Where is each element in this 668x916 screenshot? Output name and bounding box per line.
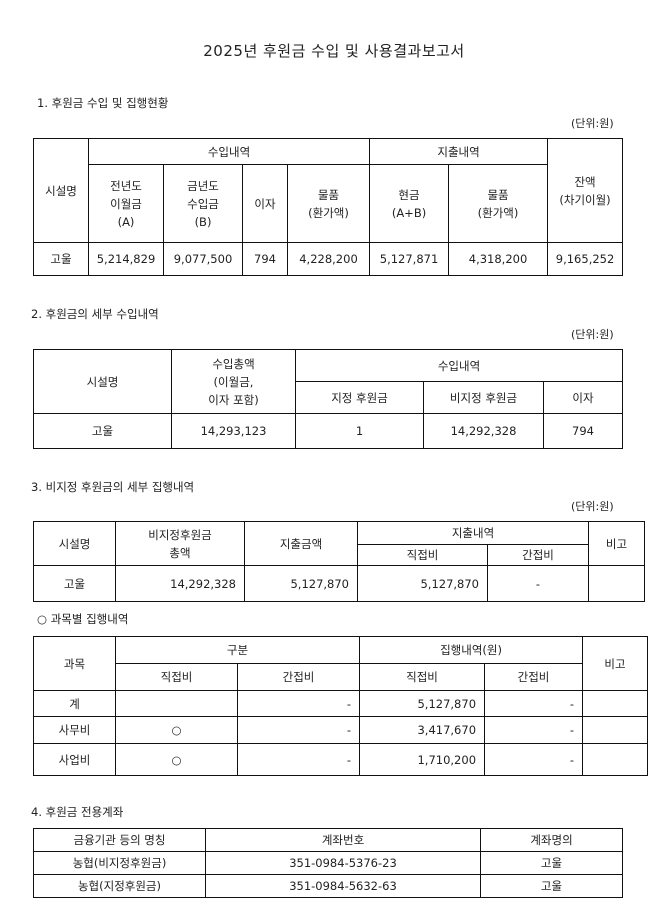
cell-account-holder: 고울 (480, 874, 623, 898)
table-row: 농협(비지정후원금) 351-0984-5376-23 고울 (33, 851, 623, 875)
header-balance: 잔액 (차기이월) (547, 138, 624, 243)
header-income-group: 수입내역 (87, 138, 371, 165)
header-designated: 지정 후원금 (295, 381, 424, 414)
header-expense-amount: 지출금액 (244, 521, 358, 566)
section1-unit: (단위:원) (571, 117, 614, 130)
cell-goods-expense: 4,318,200 (448, 242, 549, 276)
header-expense-group: 지출내역 (356, 521, 590, 545)
header-expense-group: 지출내역 (369, 138, 549, 165)
table-row: 농협(지정후원금) 351-0984-5632-63 고울 (33, 874, 623, 898)
cell-cat-indirect: - (236, 743, 361, 776)
cell-expense-amount: 5,127,870 (244, 565, 358, 602)
account-table: 금융기관 등의 명칭 계좌번호 계좌명의 농협(비지정후원금) 351-0984… (33, 828, 623, 898)
header-item: 과목 (33, 636, 116, 691)
cell-exec-indirect: - (484, 716, 584, 744)
header-prev-carryover: 전년도 이월금 (A) (88, 164, 164, 243)
cell-interest: 794 (543, 413, 623, 449)
header-account-holder: 계좌명의 (480, 828, 623, 852)
cell-indirect: - (486, 565, 590, 602)
header-note: 비고 (582, 636, 649, 691)
header-execution-group: 집행내역(원) (359, 636, 584, 664)
header-cat-indirect: 간접비 (236, 663, 361, 691)
page-title: 2025년 후원금 수입 및 사용결과보고서 (203, 42, 465, 60)
cell-balance: 9,165,252 (547, 242, 624, 276)
header-current-income: 금년도 수입금 (B) (163, 164, 243, 243)
cell-exec-direct: 5,127,870 (359, 690, 486, 717)
cell-non-designated: 14,292,328 (423, 413, 544, 449)
header-non-designated: 비지정 후원금 (423, 381, 544, 414)
cell-facility: 고울 (33, 242, 89, 276)
cell-prev-carryover: 5,214,829 (88, 242, 164, 276)
cell-cash: 5,127,871 (369, 242, 450, 276)
cell-total: 14,292,328 (115, 565, 245, 602)
section3-heading: 3. 비지정 후원금의 세부 집행내역 (31, 480, 195, 494)
cell-designated: 1 (295, 413, 424, 449)
cell-note (582, 690, 649, 717)
table-row: 계 - 5,127,870 - (33, 690, 649, 717)
header-income-group: 수입내역 (295, 349, 623, 382)
section2-heading: 2. 후원금의 세부 수입내역 (31, 307, 159, 321)
header-facility: 시설명 (33, 349, 172, 414)
table-row: 고울 14,293,123 1 14,292,328 794 (33, 413, 623, 449)
cell-account-holder: 고울 (480, 851, 623, 875)
subsection-heading: ○ 과목별 집행내역 (37, 612, 129, 626)
header-exec-direct: 직접비 (359, 663, 486, 691)
cell-total: 14,293,123 (171, 413, 296, 449)
income-detail-table: 시설명 수입총액 (이월금, 이자 포함) 수입내역 지정 후원금 비지정 후원… (33, 349, 623, 449)
item-execution-table: 과목 구분 집행내역(원) 비고 직접비 간접비 직접비 간접비 계 - 5,1… (33, 636, 649, 776)
header-goods-expense: 물품 (환가액) (448, 164, 549, 243)
header-indirect: 간접비 (486, 544, 590, 566)
header-exec-indirect: 간접비 (484, 663, 584, 691)
header-note: 비고 (588, 521, 646, 566)
header-direct: 직접비 (357, 544, 488, 566)
section4-heading: 4. 후원금 전용계좌 (31, 805, 124, 819)
cell-institution: 농협(비지정후원금) (33, 851, 206, 875)
cell-exec-direct: 3,417,670 (359, 716, 486, 744)
cell-exec-direct: 1,710,200 (359, 743, 486, 776)
header-interest: 이자 (543, 381, 623, 414)
cell-note (582, 743, 649, 776)
cell-cat-indirect: - (236, 716, 361, 744)
cell-cat-indirect: - (236, 690, 361, 717)
header-interest: 이자 (242, 164, 288, 243)
cell-account-number: 351-0984-5376-23 (205, 851, 481, 875)
cell-facility: 고울 (33, 565, 116, 602)
table-row: 사업비 ○ - 1,710,200 - (33, 743, 649, 776)
cell-item: 사업비 (33, 743, 116, 776)
cell-note (582, 716, 649, 744)
header-total: 수입총액 (이월금, 이자 포함) (171, 349, 296, 414)
cell-exec-indirect: - (484, 690, 584, 717)
cell-account-number: 351-0984-5632-63 (205, 874, 481, 898)
header-facility: 시설명 (33, 138, 89, 243)
header-category-group: 구분 (114, 636, 361, 664)
section3-unit: (단위:원) (571, 500, 614, 513)
non-designated-execution-table: 시설명 비지정후원금 총액 지출금액 지출내역 비고 직접비 간접비 고울 14… (33, 521, 646, 602)
header-total: 비지정후원금 총액 (115, 521, 245, 566)
header-cash: 현금 (A+B) (369, 164, 450, 243)
header-cat-direct: 직접비 (115, 663, 238, 691)
section2-unit: (단위:원) (571, 328, 614, 341)
cell-exec-indirect: - (484, 743, 584, 776)
cell-item: 계 (33, 690, 116, 717)
table-row: 고울 14,292,328 5,127,870 5,127,870 - (33, 565, 646, 602)
cell-interest: 794 (242, 242, 288, 276)
cell-item: 사무비 (33, 716, 116, 744)
cell-goods-income: 4,228,200 (286, 242, 371, 276)
cell-note (588, 565, 646, 602)
cell-cat-direct (115, 690, 238, 717)
header-facility: 시설명 (33, 521, 116, 566)
table-row: 사무비 ○ - 3,417,670 - (33, 716, 649, 744)
cell-cat-direct: ○ (115, 716, 238, 744)
header-goods-income: 물품 (환가액) (286, 164, 371, 243)
header-account-number: 계좌번호 (205, 828, 481, 852)
cell-cat-direct: ○ (115, 743, 238, 776)
cell-current-income: 9,077,500 (163, 242, 243, 276)
table-row: 고울 5,214,829 9,077,500 794 4,228,200 5,1… (33, 242, 624, 276)
cell-institution: 농협(지정후원금) (33, 874, 206, 898)
cell-facility: 고울 (33, 413, 172, 449)
income-execution-table: 시설명 수입내역 지출내역 잔액 (차기이월) 전년도 이월금 (A) 금년도 … (33, 138, 624, 276)
header-institution: 금융기관 등의 명칭 (33, 828, 206, 852)
section1-heading: 1. 후원금 수입 및 집행현황 (37, 96, 169, 110)
cell-direct: 5,127,870 (357, 565, 488, 602)
